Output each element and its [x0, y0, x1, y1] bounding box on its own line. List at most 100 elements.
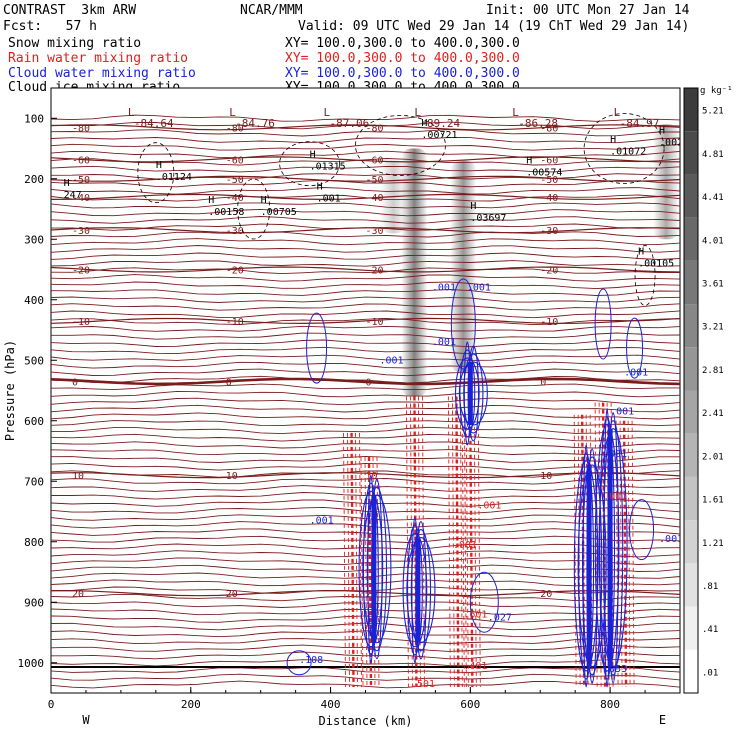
temperature-contour — [51, 267, 680, 275]
cloud-water-contour — [599, 416, 616, 680]
temperature-contour — [51, 680, 680, 689]
ice-max-label: 247 — [64, 190, 82, 201]
field-snow-xy: XY= 100.0,300.0 to 400.0,300.0 — [285, 36, 520, 51]
cloud-water-contour — [578, 452, 595, 680]
cloud-water-contour — [459, 349, 476, 438]
minimum-marker: L — [128, 106, 135, 119]
ice-max-label: .00105 — [638, 258, 674, 269]
isotherm-label: -80 — [366, 123, 384, 134]
field-rain-xy: XY= 100.0,300.0 to 400.0,300.0 — [285, 51, 520, 66]
cloud-water-label: .001 — [467, 283, 491, 294]
cloud-water-label: .001 — [432, 337, 456, 348]
isotherm-label: -10 — [226, 317, 244, 328]
field-snow-name: Snow mixing ratio — [8, 36, 142, 51]
west-end-label: W — [82, 713, 90, 727]
temperature-contour — [51, 339, 680, 348]
cloud-water-core — [607, 428, 613, 667]
ice-contour — [279, 141, 340, 187]
rain-shaft — [465, 426, 469, 687]
cloud-water-contour — [286, 650, 312, 676]
minimum-marker: L — [324, 106, 331, 119]
ice-max-label: .01124 — [156, 172, 192, 183]
y-tick-label: 800 — [24, 536, 44, 549]
maximum-marker: H — [261, 195, 267, 206]
temperature-contour — [51, 368, 680, 377]
cloud-water-contour — [581, 456, 603, 676]
temperature-contour — [51, 296, 680, 303]
ice-max-label: .01072 — [610, 147, 646, 158]
cloud-water-contour — [410, 529, 432, 652]
ice-max-label: .00721 — [421, 130, 457, 141]
isotherm-label: 0 — [226, 377, 232, 388]
rain-shaft — [347, 432, 350, 687]
colorbar-swatch — [684, 563, 698, 607]
isotherm-label: -20 — [366, 266, 384, 277]
rain-label: .001 — [453, 540, 477, 551]
colorbar-swatch — [684, 390, 698, 434]
rain-shaft — [343, 432, 346, 687]
temperature-contour — [51, 455, 680, 463]
colorbar-swatch — [684, 217, 698, 261]
x-axis-label: Distance (km) — [319, 714, 413, 728]
temperature-contour — [51, 238, 680, 246]
isotherm-label: 10 — [540, 471, 552, 482]
maximum-marker: H — [638, 246, 644, 257]
rain-shaft — [477, 426, 481, 687]
isotherm-label: -60 — [540, 155, 558, 166]
minimum-label: -84.97 — [620, 117, 660, 130]
temperature-contour — [51, 441, 680, 449]
isotherm-label: -80 — [72, 123, 90, 134]
y-tick-label: 900 — [24, 596, 44, 609]
temperature-contour — [51, 651, 680, 660]
maximum-marker: H — [470, 201, 476, 212]
ice-max-label: .01315 — [310, 162, 346, 173]
temperature-contour — [51, 462, 680, 471]
cloud-water-label: .108 — [299, 655, 323, 666]
colorbar-swatch — [684, 88, 698, 132]
isotherm-label: 10 — [72, 471, 84, 482]
temperature-contour — [51, 426, 680, 435]
cloud-water-label: .001 — [610, 407, 634, 418]
isotherm-label: -30 — [540, 226, 558, 237]
cloud-water-core — [586, 464, 592, 667]
ice-max-label: .00276 — [659, 137, 695, 148]
isotherm-label: -80 — [540, 123, 558, 134]
cloud-water-contour — [450, 278, 476, 370]
x-tick-label: 0 — [48, 698, 55, 711]
valid-time: Valid: 09 UTC Wed 29 Jan 14 (19 ChT Wed … — [298, 19, 690, 34]
isotherm-0 — [51, 377, 680, 386]
colorbar-label: 2.01 — [702, 452, 724, 462]
cloud-water-contour — [573, 460, 599, 672]
cloud-water-contour — [362, 494, 392, 644]
cloud-water-contour — [366, 486, 388, 652]
cloud-water-core — [467, 362, 473, 425]
cloud-water-contour — [594, 424, 620, 672]
y-tick-label: 500 — [24, 354, 44, 367]
cloud-water-label: .053 — [603, 664, 627, 675]
rain-shaft — [355, 432, 358, 687]
colorbar-label: 4.41 — [702, 193, 724, 203]
temperature-contour — [51, 397, 680, 406]
init-time: Init: 00 UTC Mon 27 Jan 14 — [486, 3, 690, 18]
colorbar-label: 2.81 — [702, 366, 724, 376]
temperature-contour — [51, 317, 680, 326]
cloud-water-label: .001 — [603, 449, 627, 460]
temperature-contour — [51, 245, 680, 253]
cloud-water-contour — [629, 499, 655, 561]
cloud-water-contour — [458, 361, 488, 426]
rain-shaft — [461, 426, 465, 687]
temperature-contour — [51, 325, 680, 332]
isotherm-label: -40 — [226, 193, 244, 204]
rain-label: .001 — [603, 491, 627, 502]
maximum-marker: H — [310, 150, 316, 161]
cloud-water-contour — [469, 571, 499, 633]
temperature-contour — [51, 412, 680, 420]
colorbar-label: 3.61 — [702, 279, 724, 289]
colorbar-swatch — [684, 649, 698, 693]
temperature-contour — [51, 383, 680, 391]
rain-label: .501 — [411, 679, 435, 690]
minimum-label: -87.06 — [330, 117, 370, 130]
maximum-marker: H — [421, 118, 427, 129]
isotherm-label: -40 — [540, 193, 558, 204]
cloud-water-contour — [577, 464, 607, 668]
